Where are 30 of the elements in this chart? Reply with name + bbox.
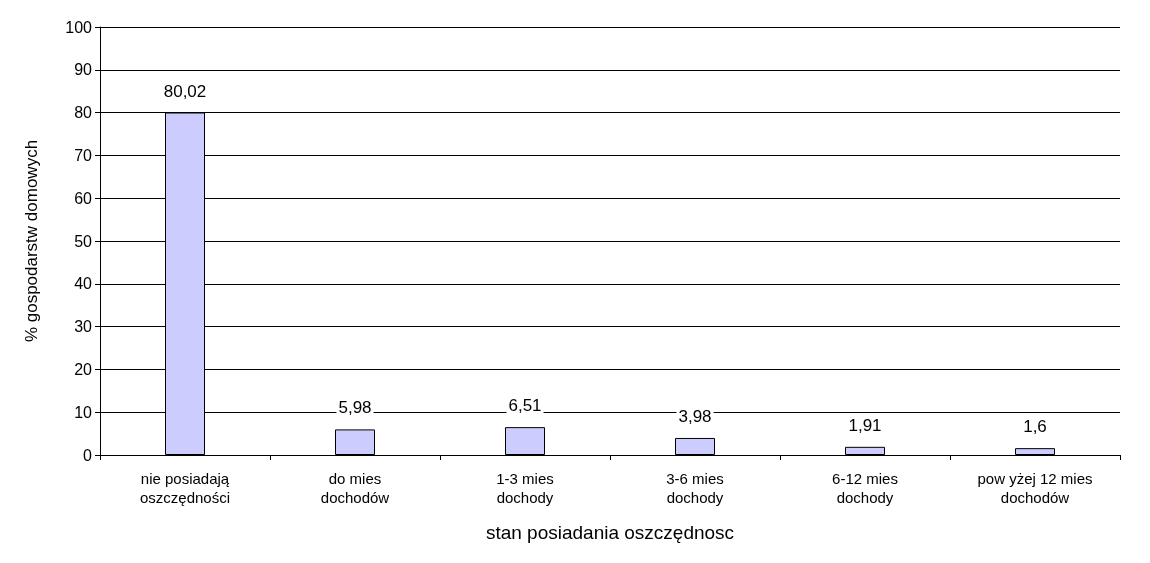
x-tick-label: 1-3 mies dochody — [496, 470, 554, 506]
y-tick-label: 50 — [74, 232, 93, 250]
x-tick-label: 3-6 mies dochody — [666, 470, 724, 506]
bar — [505, 427, 545, 455]
x-tick-label: 6-12 mies dochody — [832, 470, 898, 506]
y-tick-label: 0 — [83, 446, 93, 464]
data-label: 3,98 — [678, 406, 712, 426]
y-tick-label: 30 — [74, 318, 93, 336]
y-tick-label: 10 — [74, 403, 93, 421]
bar — [1015, 448, 1055, 455]
y-tick-label: 70 — [74, 146, 93, 164]
bar — [335, 429, 375, 455]
x-axis-title: stan posiadania oszczędnosc — [485, 522, 735, 543]
x-tick-label: pow yżej 12 mies dochodów — [977, 470, 1093, 506]
y-tick-label: 90 — [74, 61, 93, 79]
data-label: 5,98 — [338, 398, 372, 418]
x-tick-label: do mies dochodów — [320, 470, 390, 506]
y-axis-title: % gospodarstw domowych — [22, 139, 41, 343]
y-tick-label: 100 — [65, 18, 93, 36]
data-label: 6,51 — [508, 396, 542, 416]
y-tick-label: 40 — [74, 275, 93, 293]
data-label: 1,91 — [848, 415, 882, 435]
y-tick-label: 80 — [74, 104, 93, 122]
bar — [675, 437, 715, 455]
bar — [845, 446, 885, 455]
data-label: 80,02 — [163, 81, 207, 101]
x-tick-label: nie posiadają oszczędności — [139, 470, 231, 506]
data-label: 1,6 — [1023, 417, 1047, 437]
y-tick-label: 60 — [74, 189, 93, 207]
y-tick-label: 20 — [74, 360, 93, 378]
